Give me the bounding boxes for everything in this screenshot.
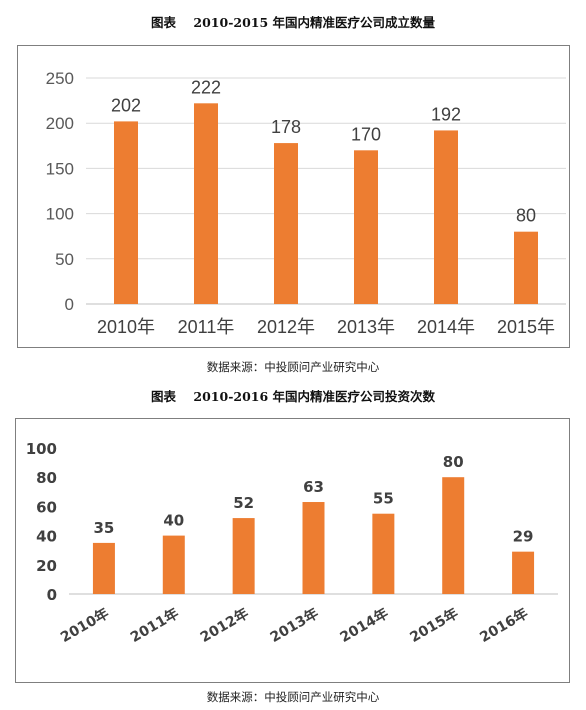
chart1-x-tick-label: 2010年	[97, 317, 155, 337]
chart2-caption: 图表 2010-2016 年国内精准医疗公司投资次数	[0, 386, 586, 405]
chart2-svg: 0 20 40 60 80 100 35 2010年 40 2011年 52 2012年 63 2013年…	[26, 440, 558, 646]
chart2-caption-prefix: 图表	[150, 389, 176, 404]
chart2-bar	[92, 542, 115, 594]
chart2-bar	[512, 551, 535, 594]
chart2-caption-title: 2010-2016 年国内精准医疗公司投资次数	[193, 389, 436, 404]
chart2-bar	[162, 535, 185, 594]
chart1-data-label: 170	[351, 124, 381, 144]
chart2-bar	[442, 477, 465, 594]
chart2-data-label: 29	[513, 528, 534, 546]
chart1-x-tick-label: 2011年	[178, 317, 235, 337]
chart1-data-label: 192	[431, 104, 461, 124]
chart2-x-tick-label: 2013年	[267, 605, 321, 646]
chart2-data-label: 40	[163, 512, 184, 530]
chart1-bar	[274, 143, 298, 304]
chart1-bar	[114, 121, 138, 304]
chart2-x-tick-label: 2015年	[407, 605, 461, 646]
chart1-bar	[194, 103, 218, 304]
chart1-y-tick-label: 50	[55, 250, 74, 269]
chart2-bar	[302, 502, 325, 594]
chart1-bar	[514, 231, 538, 304]
chart2-y-tick-label: 40	[36, 528, 57, 546]
chart2-y-tick-label: 60	[36, 498, 57, 516]
chart2-data-label: 55	[373, 490, 394, 508]
chart1-x-tick-label: 2015年	[497, 317, 555, 337]
chart1-frame: 0 50 100 150 200 250 202 2010年 222 2011年 178 2012年 1…	[17, 45, 570, 348]
chart2-y-tick-label: 80	[36, 469, 57, 487]
chart1-bar	[434, 130, 458, 304]
chart1-svg: 0 50 100 150 200 250 202 2010年 222 2011年 178 2012年 1…	[46, 69, 566, 337]
chart1-x-tick-label: 2012年	[257, 317, 315, 337]
chart2-data-label: 63	[303, 478, 324, 496]
chart2-data-label: 35	[93, 519, 114, 537]
chart1-y-tick-label: 100	[46, 205, 74, 224]
chart2-y-tick-label: 100	[26, 440, 57, 458]
chart1-y-tick-label: 0	[65, 295, 74, 314]
chart1-data-label: 178	[271, 117, 301, 137]
chart2-x-tick-label: 2011年	[127, 605, 181, 646]
chart1-x-tick-label: 2013年	[337, 317, 395, 337]
chart2-data-label: 80	[443, 453, 464, 471]
chart1-y-tick-label: 150	[46, 159, 74, 178]
chart1-data-label: 202	[111, 95, 141, 115]
chart1-data-label: 80	[516, 206, 536, 226]
chart2-bar	[232, 518, 255, 594]
chart1-data-label: 222	[191, 77, 221, 97]
chart1-caption: 图表 2010-2015 年国内精准医疗公司成立数量	[0, 12, 586, 31]
chart1-y-tick-label: 250	[46, 69, 74, 88]
chart2-x-tick-label: 2012年	[197, 605, 251, 646]
chart2-y-tick-label: 20	[36, 557, 57, 575]
chart1-caption-prefix: 图表	[150, 15, 176, 30]
chart2-x-tick-label: 2010年	[58, 605, 112, 646]
chart2-source: 数据来源：中投顾问产业研究中心	[206, 690, 380, 704]
chart2-x-tick-label: 2014年	[337, 605, 391, 646]
chart1-y-tick-label: 200	[46, 114, 74, 133]
chart1-bar	[354, 150, 378, 304]
chart2-data-label: 52	[233, 494, 254, 512]
chart2-x-tick-label: 2016年	[477, 605, 531, 646]
chart2-y-tick-label: 0	[47, 586, 57, 604]
chart2-frame: 0 20 40 60 80 100 35 2010年 40 2011年 52 2012年 63 2013年…	[15, 418, 570, 683]
chart1-source: 数据来源：中投顾问产业研究中心	[206, 360, 380, 374]
chart2-bar	[372, 513, 395, 594]
chart1-x-tick-label: 2014年	[417, 317, 475, 337]
chart1-caption-title: 2010-2015 年国内精准医疗公司成立数量	[193, 15, 436, 30]
